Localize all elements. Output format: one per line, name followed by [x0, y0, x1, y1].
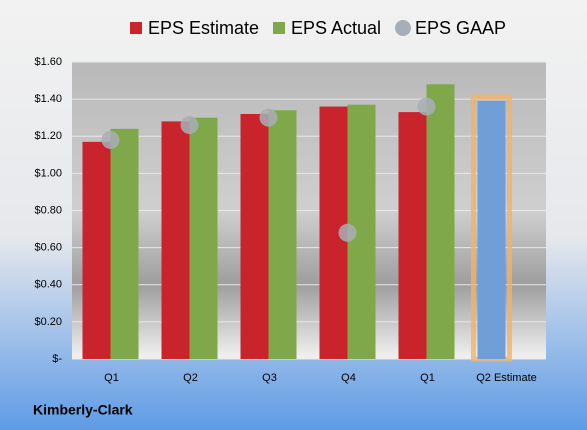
gaap-marker — [417, 97, 436, 116]
y-tick-label: $1.20 — [34, 130, 62, 142]
gaap-marker — [101, 130, 120, 149]
x-tick-label: Q2 — [183, 372, 198, 384]
legend-label: EPS Actual — [291, 18, 381, 38]
legend-marker — [395, 20, 411, 36]
legend-label: EPS Estimate — [148, 18, 259, 38]
y-tick-label: $1.60 — [34, 56, 62, 68]
y-tick-label: $1.40 — [34, 93, 62, 105]
y-tick-label: $0.20 — [34, 316, 62, 328]
bar — [426, 84, 455, 360]
x-tick-label: Q1 — [104, 372, 119, 384]
footnote: Kimberly-Clark — [33, 402, 133, 418]
x-tick-label: Q3 — [262, 372, 277, 384]
bar — [398, 112, 427, 360]
y-tick-label: $0.80 — [34, 204, 62, 216]
y-tick-label: $- — [52, 353, 62, 365]
x-tick-label: Q1 — [420, 372, 435, 384]
bar — [110, 128, 139, 359]
bar — [268, 110, 297, 359]
legend-label: EPS GAAP — [415, 18, 506, 38]
bar — [189, 117, 218, 359]
y-tick-label: $0.60 — [34, 242, 62, 254]
bar — [82, 141, 111, 359]
legend-marker — [130, 22, 142, 34]
gaap-marker — [259, 108, 278, 127]
gaap-marker — [180, 116, 199, 135]
x-tick-label: Q2 Estimate — [476, 372, 537, 384]
y-tick-label: $0.40 — [34, 279, 62, 291]
bar — [477, 100, 506, 359]
legend-marker — [273, 22, 285, 34]
gaap-marker — [338, 223, 357, 242]
y-tick-label: $1.00 — [34, 167, 62, 179]
bar — [240, 113, 269, 359]
bar — [161, 121, 190, 360]
x-tick-label: Q4 — [341, 372, 356, 384]
